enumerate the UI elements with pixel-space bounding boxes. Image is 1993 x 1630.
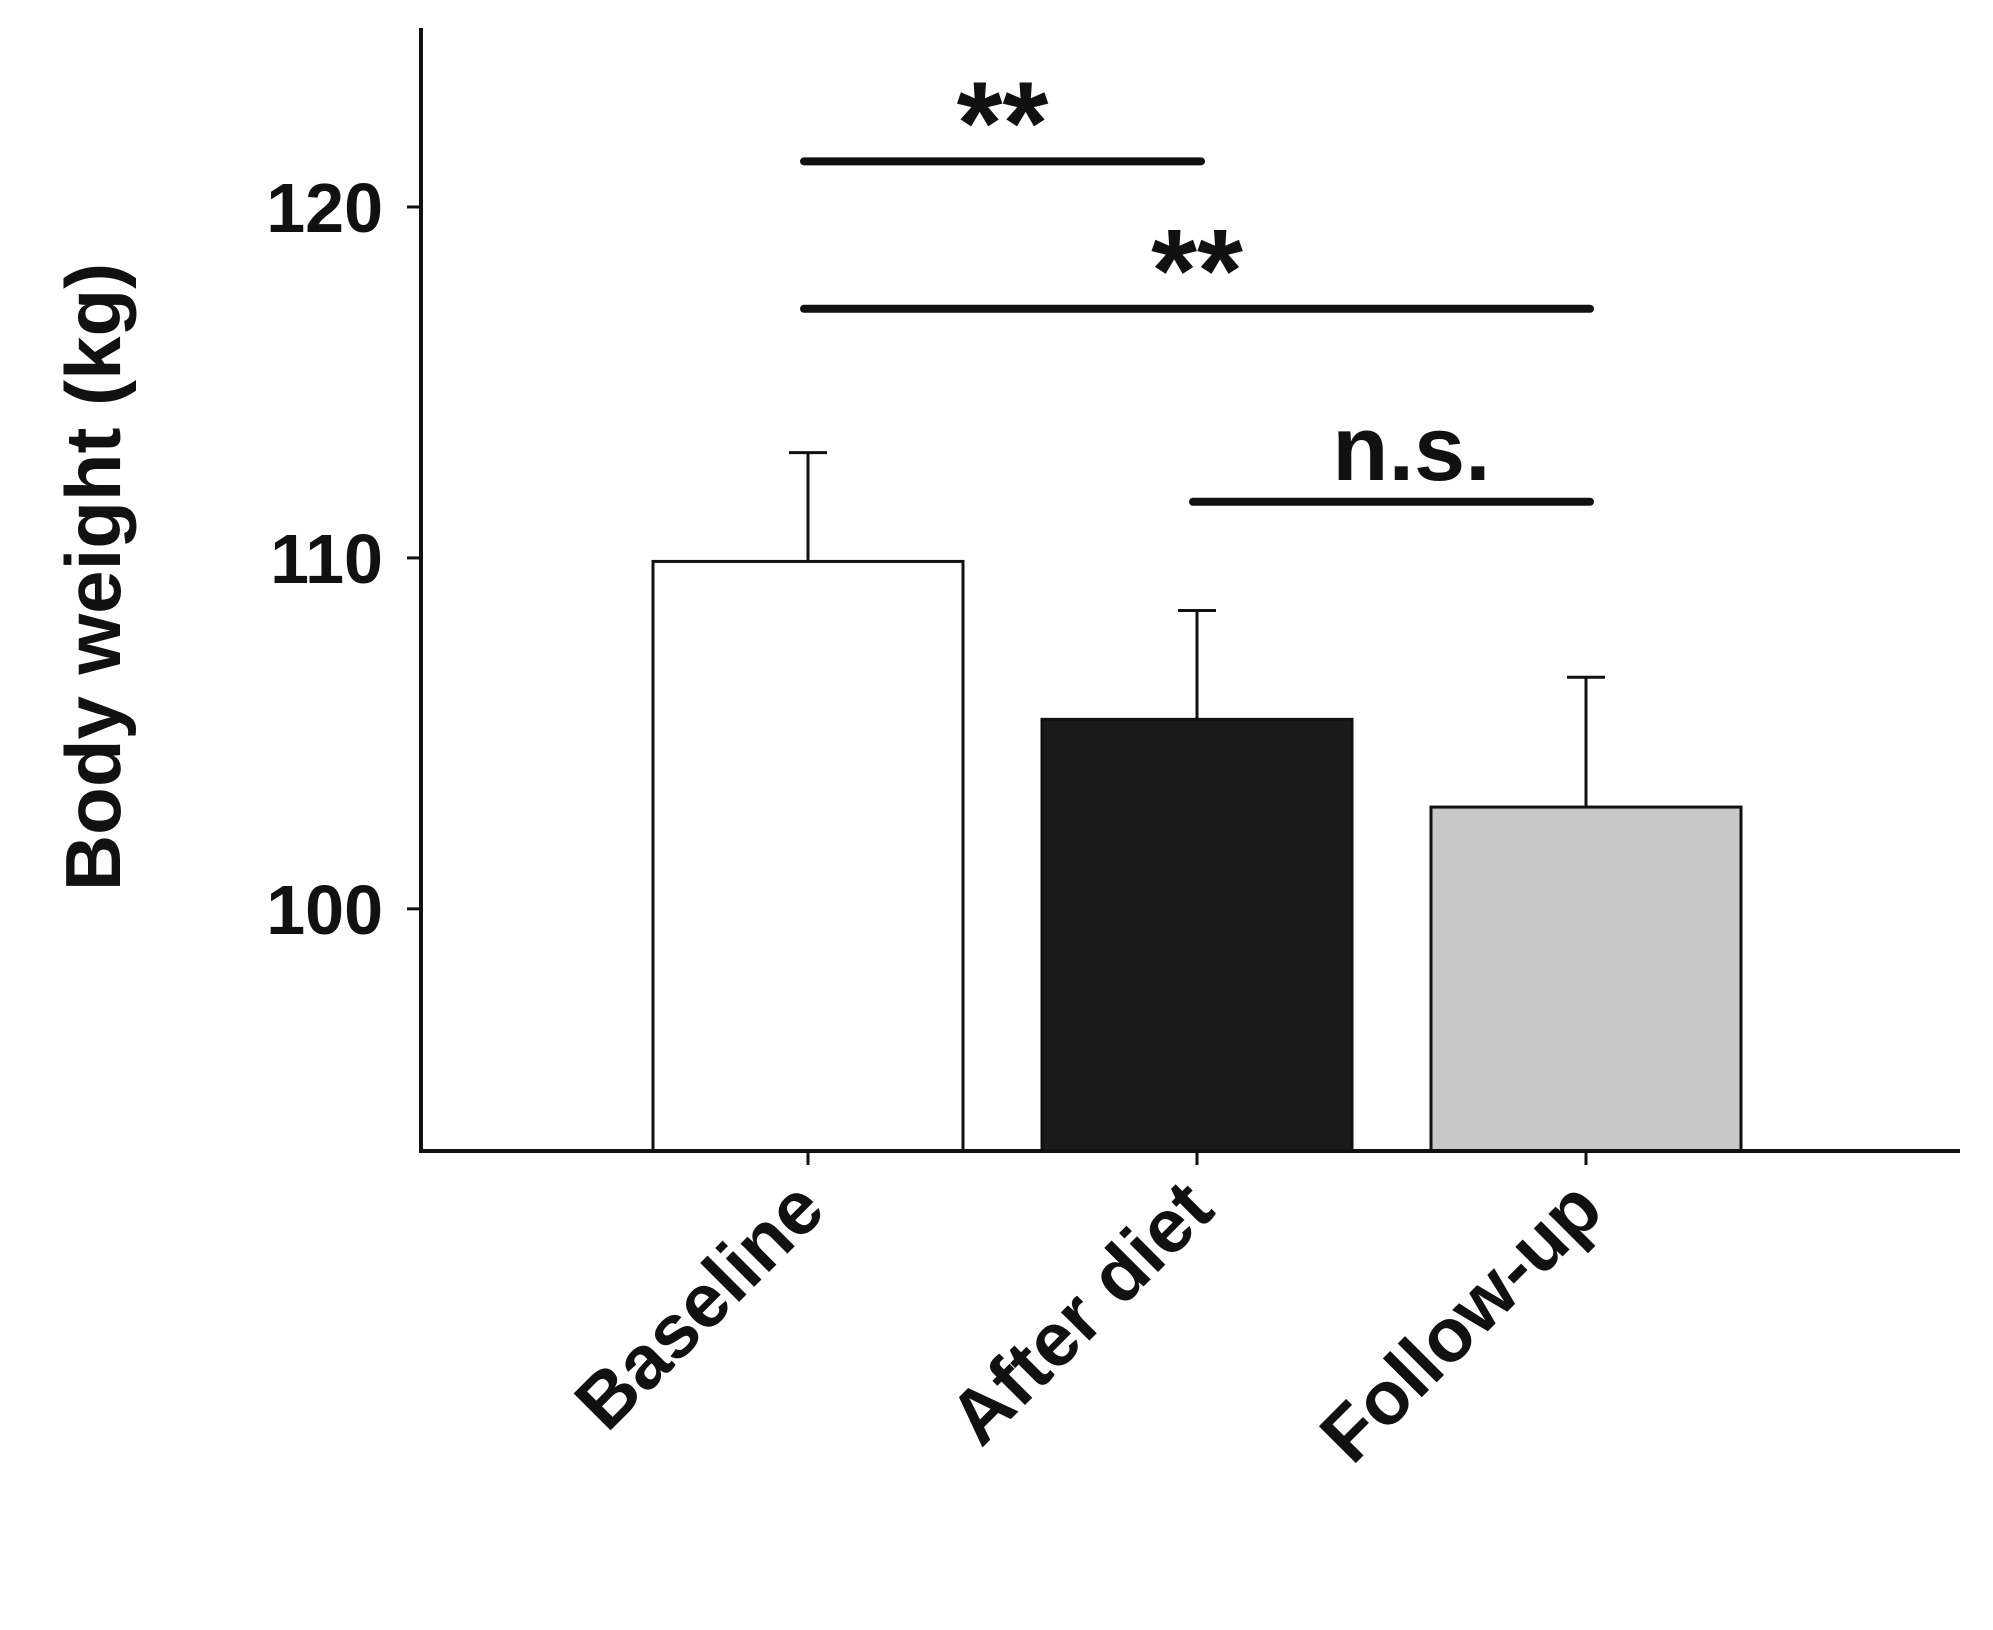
y-ticks: 100 110 120 (266, 169, 421, 949)
bar-1 (1040, 717, 1354, 1153)
sig-label-1: ** (1151, 205, 1243, 337)
bars (651, 559, 1743, 1153)
error-bars (789, 451, 1605, 808)
axes (419, 28, 1960, 1153)
bar-0 (651, 559, 965, 1153)
sig-label-0: ** (957, 57, 1049, 189)
sig-label-2: n.s. (1332, 398, 1490, 500)
significance-brackets: ** ** n.s. (800, 57, 1594, 506)
x-ticks: Baseline After diet Follow-up (559, 1151, 1618, 1479)
category-label-0: Baseline (559, 1165, 840, 1446)
bar-2 (1429, 805, 1743, 1153)
category-label-1: After diet (933, 1165, 1229, 1461)
y-tick-label-2: 120 (266, 169, 383, 247)
y-tick-label-0: 100 (266, 871, 383, 949)
y-axis-label: Body weight (kg) (49, 263, 137, 891)
category-label-2: Follow-up (1304, 1165, 1618, 1479)
y-tick-label-1: 110 (270, 520, 383, 598)
